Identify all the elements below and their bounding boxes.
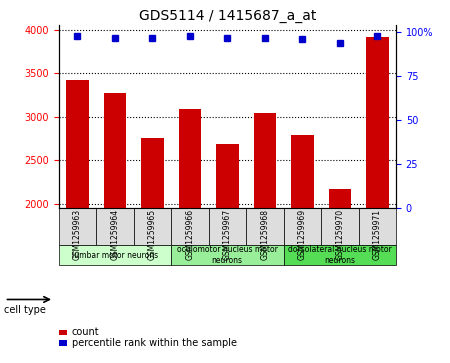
Text: GSM1259966: GSM1259966	[185, 209, 194, 260]
Bar	[141, 138, 163, 363]
Text: GSM1259964: GSM1259964	[110, 209, 119, 260]
Text: oculomotor nucleus motor
neurons: oculomotor nucleus motor neurons	[177, 245, 278, 265]
Bar	[328, 189, 351, 363]
Bar	[216, 144, 239, 363]
Bar	[253, 113, 276, 363]
Text: count: count	[72, 327, 99, 337]
Title: GDS5114 / 1415687_a_at: GDS5114 / 1415687_a_at	[139, 9, 316, 23]
Bar	[366, 37, 388, 363]
Text: percentile rank within the sample: percentile rank within the sample	[72, 338, 237, 348]
Text: GSM1259967: GSM1259967	[223, 209, 232, 260]
FancyBboxPatch shape	[171, 245, 284, 265]
FancyBboxPatch shape	[321, 208, 359, 245]
Text: cell type: cell type	[4, 305, 46, 315]
Bar	[66, 80, 89, 363]
FancyBboxPatch shape	[246, 208, 284, 245]
Bar	[291, 135, 314, 363]
FancyBboxPatch shape	[171, 208, 208, 245]
Text: GSM1259968: GSM1259968	[260, 209, 269, 260]
Text: GSM1259971: GSM1259971	[373, 209, 382, 260]
Bar	[179, 109, 201, 363]
Text: GSM1259970: GSM1259970	[335, 209, 344, 260]
FancyBboxPatch shape	[284, 245, 396, 265]
FancyBboxPatch shape	[96, 208, 134, 245]
FancyBboxPatch shape	[208, 208, 246, 245]
Bar	[104, 93, 126, 363]
Text: GSM1259963: GSM1259963	[73, 209, 82, 260]
Text: GSM1259969: GSM1259969	[298, 209, 307, 260]
Text: GSM1259965: GSM1259965	[148, 209, 157, 260]
Text: lumbar motor neurons: lumbar motor neurons	[72, 250, 158, 260]
FancyBboxPatch shape	[134, 208, 171, 245]
FancyBboxPatch shape	[58, 245, 171, 265]
FancyBboxPatch shape	[359, 208, 396, 245]
Text: dorsolateral nucleus motor
neurons: dorsolateral nucleus motor neurons	[288, 245, 392, 265]
FancyBboxPatch shape	[58, 208, 96, 245]
FancyBboxPatch shape	[284, 208, 321, 245]
